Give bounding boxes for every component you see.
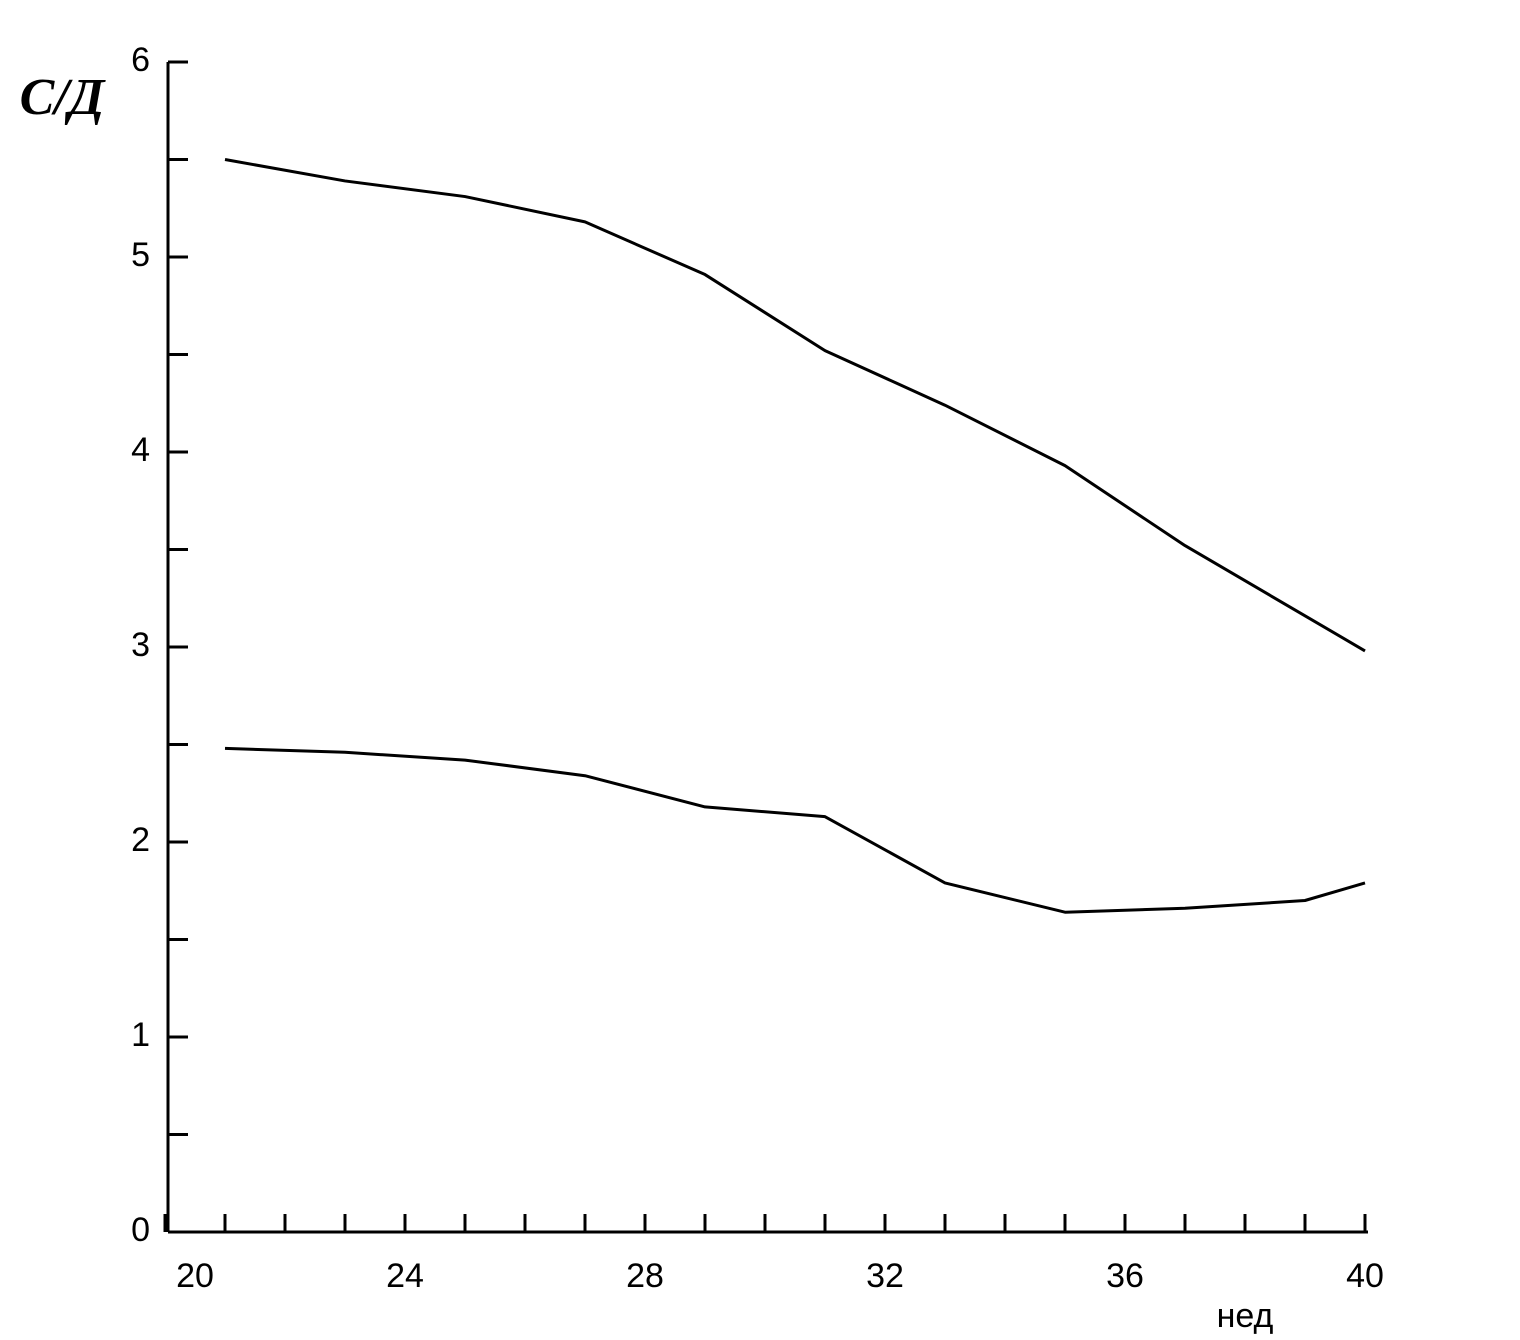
y-axis-label: С/Д <box>20 69 106 126</box>
x-axis-label: нед <box>1217 1297 1274 1335</box>
y-tick-label: 1 <box>131 1016 150 1054</box>
y-tick-label: 4 <box>131 431 150 469</box>
y-tick-label: 5 <box>131 236 150 274</box>
x-tick-label: 32 <box>866 1257 904 1295</box>
y-tick-label: 0 <box>131 1211 150 1249</box>
y-tick-label: 2 <box>131 821 150 859</box>
data-line <box>224 746 1366 914</box>
x-tick-label: 20 <box>176 1257 214 1295</box>
x-tick-label: 24 <box>386 1257 424 1295</box>
x-tick-label: 40 <box>1346 1257 1384 1295</box>
y-tick-label: 6 <box>131 41 150 79</box>
x-tick-label: 36 <box>1106 1257 1144 1295</box>
data-line <box>224 158 1366 653</box>
y-tick-label: 3 <box>131 626 150 664</box>
x-tick-label: 28 <box>626 1257 664 1295</box>
